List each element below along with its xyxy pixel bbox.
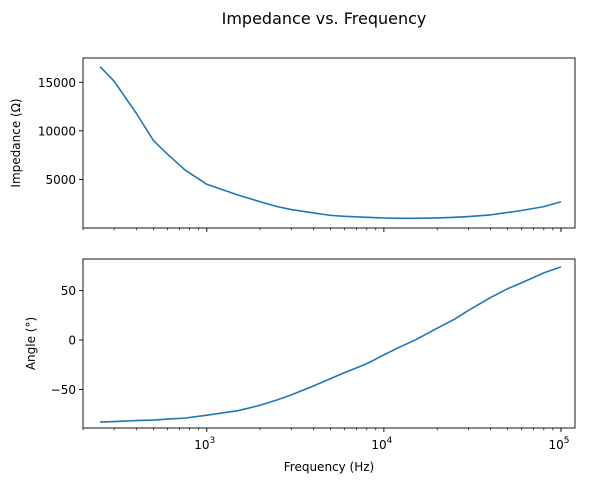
impedance-series-line-0 — [99, 66, 562, 220]
impedance-ytick-label: 5000 — [45, 173, 76, 187]
impedance-ylabel: Impedance (Ω) — [9, 98, 23, 187]
impedance-ytick-label: 10000 — [38, 124, 76, 138]
angle-ytick-label: 50 — [61, 284, 76, 298]
impedance-panel: 5000 10000 15000 Impedance (Ω) — [9, 57, 576, 232]
angle-ytick-label: 0 — [68, 334, 76, 348]
angle-ytick-label: −50 — [51, 383, 76, 397]
impedance-axes-frame — [82, 57, 576, 229]
angle-xlabel: Frequency (Hz) — [284, 460, 375, 474]
angle-series-line-0 — [100, 266, 562, 423]
angle-xtick-label: 103 — [194, 436, 215, 452]
figure-suptitle: Impedance vs. Frequency — [222, 9, 427, 28]
angle-ylabel: Angle (°) — [24, 317, 38, 370]
impedance-ytick-label: 15000 — [38, 76, 76, 90]
angle-xtick-label: 104 — [371, 436, 392, 452]
angle-xtick-label: 105 — [548, 436, 569, 452]
angle-axes-frame — [82, 258, 576, 429]
angle-panel: −50 0 50 103 104 105 Angle (°) Frequency (Hz) — [24, 258, 576, 474]
